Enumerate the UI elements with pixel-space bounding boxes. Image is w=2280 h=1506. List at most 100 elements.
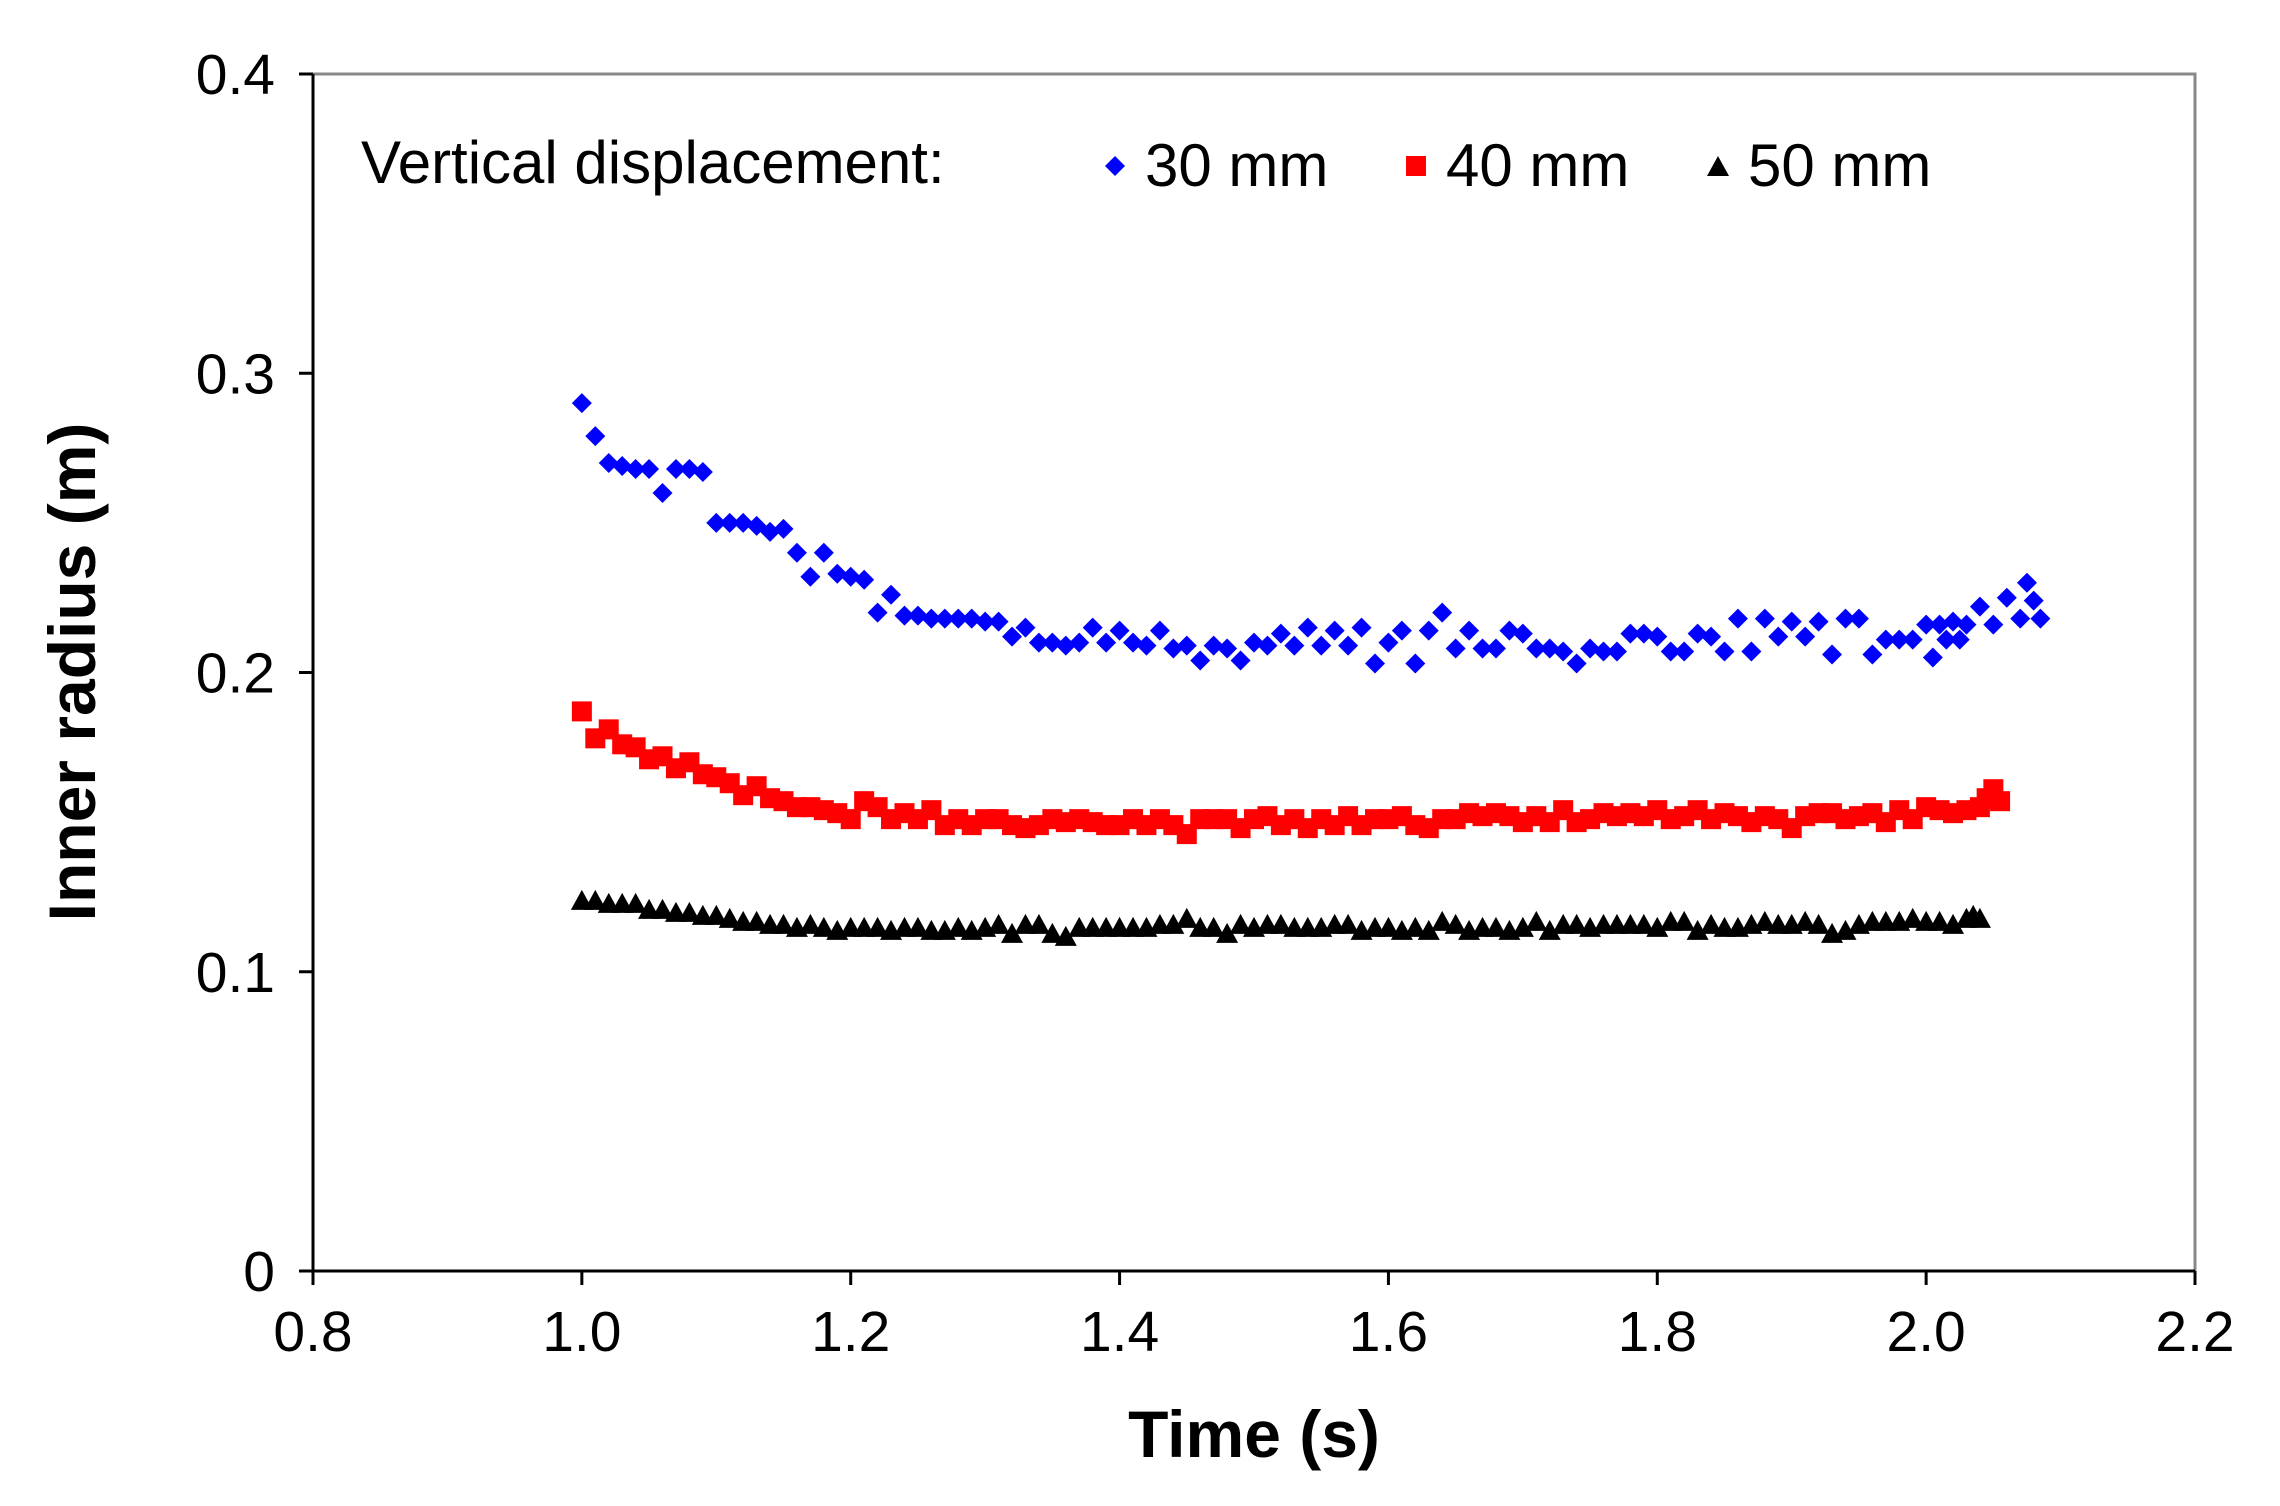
data-point: [1834, 919, 1857, 940]
data-point: [987, 913, 1010, 934]
data-point: [1646, 916, 1669, 937]
legend-label: 40 mm: [1446, 132, 1629, 199]
x-tick-label: 0.8: [273, 1300, 352, 1364]
data-point: [705, 904, 728, 925]
data-point: [2016, 572, 2037, 593]
data-point: [1270, 623, 1291, 644]
legend-label: 30 mm: [1145, 132, 1328, 199]
data-point: [1096, 632, 1117, 653]
data-point: [745, 910, 768, 931]
data-point: [1149, 620, 1170, 641]
y-tick-label: 0.4: [196, 43, 275, 107]
data-point: [772, 913, 795, 934]
data-point: [1862, 644, 1883, 665]
data-point: [718, 907, 741, 928]
data-point: [1512, 623, 1533, 644]
data-point: [1297, 617, 1318, 638]
data-point: [1203, 635, 1224, 656]
legend-items: 30 mm 40 mm 50 mm: [1105, 132, 1931, 199]
data-point: [652, 482, 673, 503]
data-point: [1202, 916, 1225, 937]
data-point: [678, 901, 701, 922]
x-tick-label: 1.2: [811, 1300, 890, 1364]
data-point: [1795, 626, 1816, 647]
data-point: [1928, 910, 1951, 931]
data-point: [612, 456, 633, 477]
data-point: [1431, 910, 1454, 931]
data-point: [1404, 916, 1427, 937]
data-point: [571, 701, 592, 722]
data-point: [598, 453, 619, 474]
y-axis-title: Inner radius (m): [35, 423, 109, 922]
plot-area-frame: [311, 72, 2197, 1273]
data-point: [1969, 596, 1990, 617]
data-point: [679, 459, 700, 480]
data-point: [1338, 635, 1359, 656]
data-point: [1781, 611, 1802, 632]
x-tick-label: 1.8: [1618, 1300, 1697, 1364]
data-point: [1768, 626, 1789, 647]
data-point: [733, 512, 754, 533]
legend: Vertical displacement: 30 mm 40 mm 50 mm: [361, 129, 1931, 199]
data-point: [1001, 922, 1024, 943]
data-point: [1902, 629, 1923, 650]
data-point: [1565, 913, 1588, 934]
y-tick-label: 0.2: [196, 642, 275, 706]
data-point: [1714, 641, 1735, 662]
data-point: [665, 459, 686, 480]
data-point: [1082, 617, 1103, 638]
data-point: [1484, 916, 1507, 937]
legend-label: 50 mm: [1748, 132, 1931, 199]
data-points: [570, 393, 2051, 946]
data-point: [1949, 629, 1970, 650]
data-point: [1257, 635, 1278, 656]
data-point: [934, 608, 955, 629]
data-point: [1700, 913, 1723, 934]
data-point: [1539, 638, 1560, 659]
data-point: [1593, 641, 1614, 662]
data-point: [1417, 919, 1440, 940]
data-point: [1176, 635, 1197, 656]
data-point: [1391, 620, 1412, 641]
data-point: [1889, 629, 1910, 650]
data-point: [1459, 620, 1480, 641]
data-point: [1835, 608, 1856, 629]
data-point: [1311, 635, 1332, 656]
data-point: [1337, 913, 1360, 934]
data-point: [1794, 910, 1817, 931]
data-point: [1444, 913, 1467, 934]
data-point: [1538, 919, 1561, 940]
data-point: [773, 518, 794, 539]
data-point: [1848, 608, 1869, 629]
legend-marker: [1105, 156, 1125, 176]
data-point: [1687, 623, 1708, 644]
data-point: [2010, 608, 2031, 629]
data-point: [1015, 617, 1036, 638]
data-point: [948, 608, 969, 629]
legend-title: Vertical displacement:: [361, 129, 945, 196]
data-point: [1162, 913, 1185, 934]
data-point: [1123, 632, 1144, 653]
data-point: [827, 563, 848, 584]
data-point: [894, 605, 915, 626]
data-point: [961, 608, 982, 629]
data-point: [1686, 919, 1709, 940]
data-point: [1324, 620, 1345, 641]
data-point: [867, 602, 888, 623]
data-point: [584, 889, 607, 910]
data-point: [1526, 638, 1547, 659]
data-point: [1485, 638, 1506, 659]
x-axis-ticks: 0.8 1.0 1.2 1.4 1.6 1.8 2.0 2.2: [273, 1271, 2235, 1364]
data-point: [1351, 617, 1372, 638]
y-tick-label: 0: [243, 1240, 275, 1304]
data-point: [1216, 922, 1239, 943]
data-point: [1055, 635, 1076, 656]
data-point: [692, 462, 713, 483]
data-point: [1525, 910, 1548, 931]
data-point: [1377, 916, 1400, 937]
data-point: [1027, 913, 1050, 934]
data-point: [1741, 641, 1762, 662]
series-2: [571, 701, 2011, 845]
data-point: [1042, 632, 1063, 653]
